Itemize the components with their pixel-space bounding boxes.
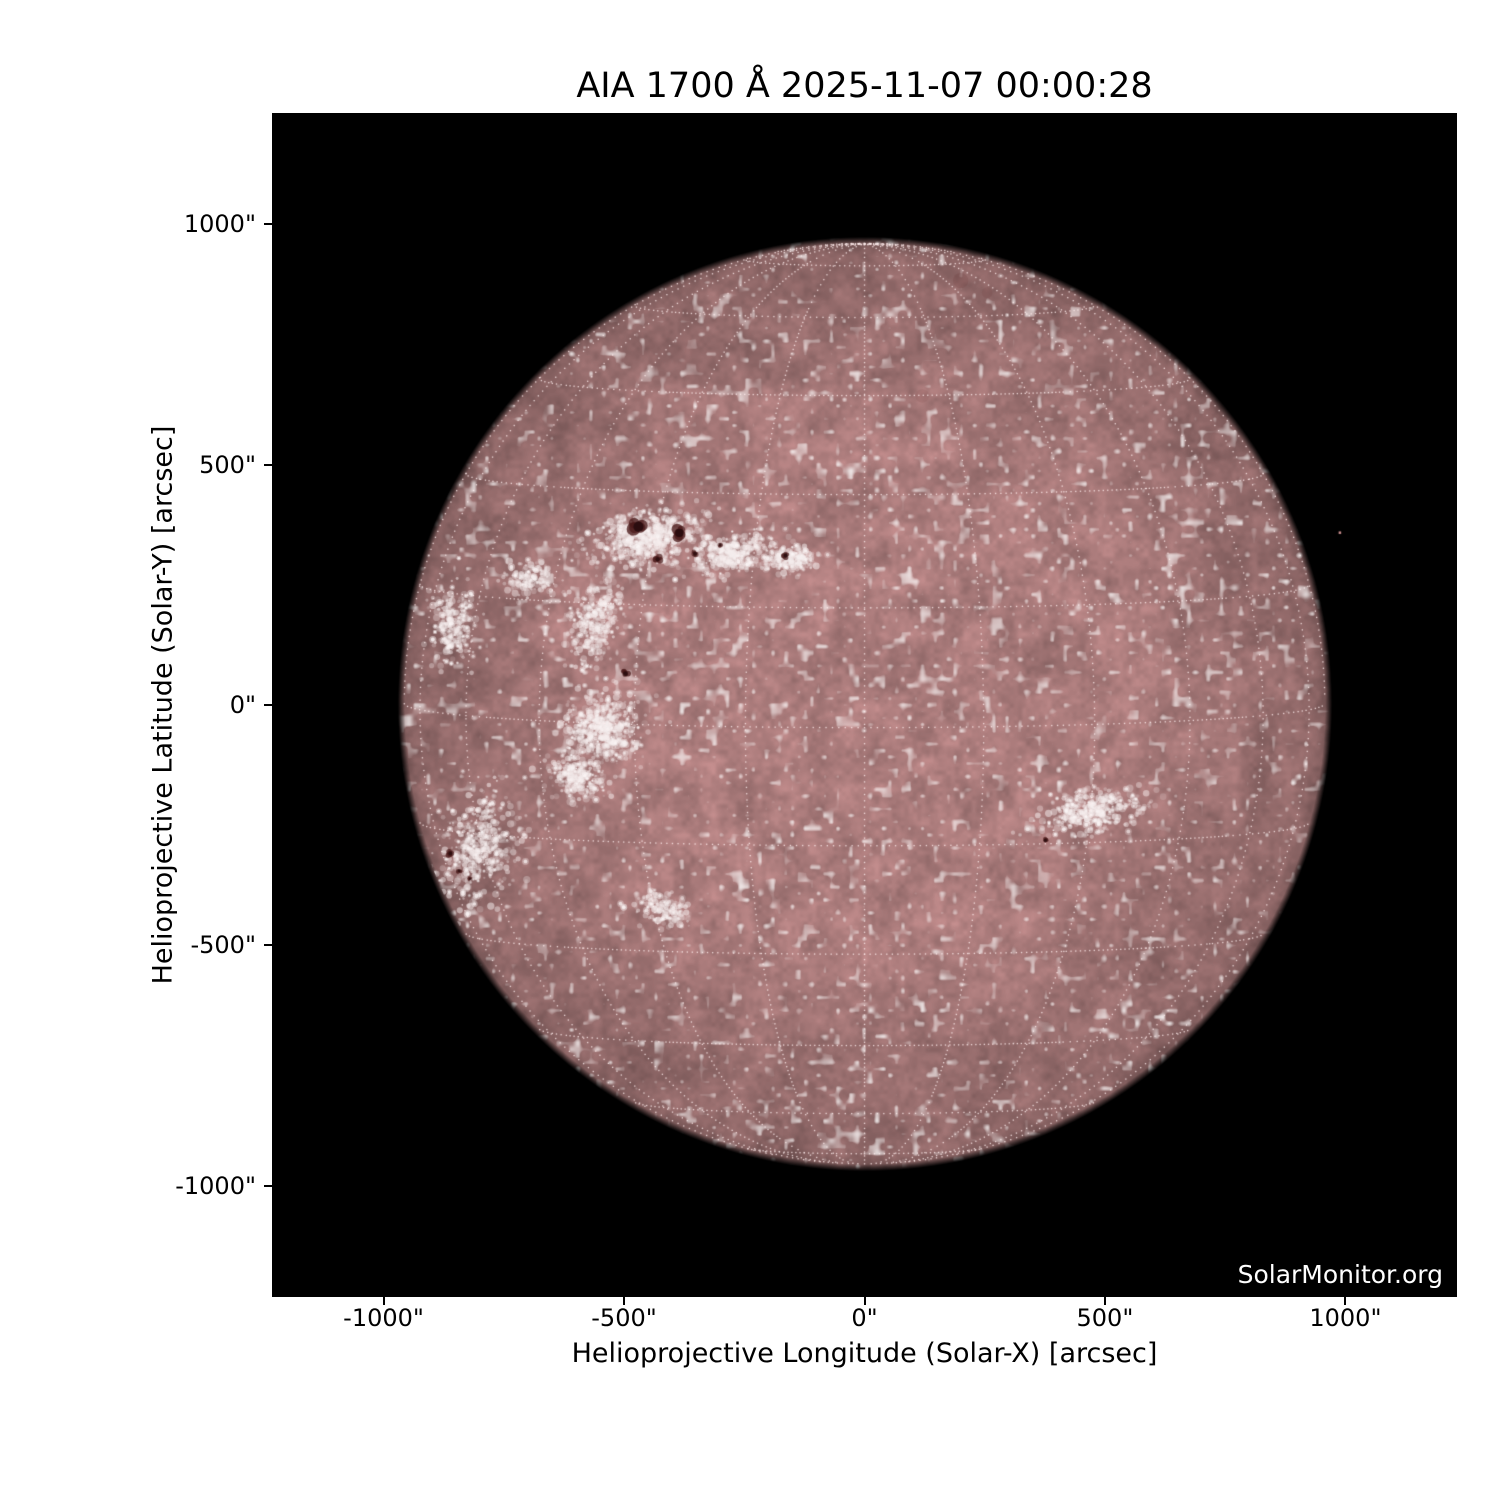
- x-tick-label: 0": [851, 1304, 878, 1332]
- x-tick-mark: [382, 1297, 385, 1305]
- x-tick-label: 500": [1076, 1304, 1134, 1332]
- x-axis-label: Helioprojective Longitude (Solar-X) [arc…: [571, 1338, 1158, 1369]
- x-tick-mark: [863, 1297, 866, 1305]
- y-tick-label: 1000": [183, 210, 256, 239]
- x-tick-mark: [1103, 1297, 1106, 1305]
- y-tick-mark: [264, 1184, 272, 1187]
- y-tick-mark: [264, 704, 272, 706]
- x-tick-mark: [1344, 1297, 1347, 1305]
- solar-disk-canvas: [272, 113, 1457, 1297]
- y-tick-mark: [264, 223, 272, 226]
- x-tick-label: 1000": [1309, 1304, 1382, 1332]
- plot-area: SolarMonitor.org: [272, 113, 1457, 1297]
- y-tick-label: 500": [199, 450, 256, 479]
- x-tick-mark: [623, 1297, 626, 1305]
- chart-title: AIA 1700 Å 2025-11-07 00:00:28: [576, 66, 1153, 106]
- y-tick-mark: [264, 463, 272, 466]
- y-tick-label: -1000": [175, 1171, 256, 1200]
- y-tick-mark: [264, 944, 272, 947]
- y-tick-label: -500": [190, 931, 256, 960]
- x-tick-label: -500": [591, 1304, 657, 1332]
- y-tick-label: 0": [229, 691, 256, 719]
- x-tick-label: -1000": [343, 1304, 424, 1332]
- watermark-text: SolarMonitor.org: [1237, 1260, 1443, 1289]
